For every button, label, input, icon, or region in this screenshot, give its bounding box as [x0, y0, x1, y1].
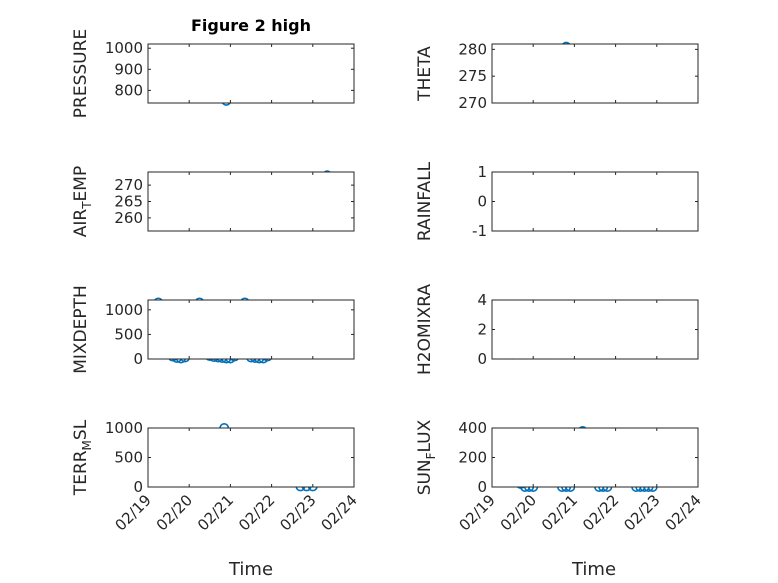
- y-tick-label: 400: [458, 419, 487, 437]
- y-axis-label: TERRMSL: [71, 419, 94, 496]
- y-tick-label: 0: [477, 193, 487, 211]
- axes-frame: [147, 171, 355, 232]
- y-tick-label: 1: [477, 163, 487, 181]
- y-axis-label: SUNFLUX: [415, 419, 438, 495]
- axes-frame: [491, 299, 699, 360]
- y-tick-label: 280: [458, 40, 487, 58]
- y-tick-label: 1000: [105, 39, 143, 57]
- axes-frame: [491, 427, 699, 488]
- x-axis-label-left: Time: [228, 559, 273, 580]
- subplot-1: 800 900 1000 PRESSURE: [71, 29, 355, 118]
- y-tick-label: 275: [458, 67, 487, 85]
- y-tick-label: 500: [114, 449, 143, 467]
- y-tick-label: -1: [472, 222, 487, 240]
- y-tick-label: 900: [114, 60, 143, 78]
- y-axis-label: RAINFALL: [415, 161, 435, 241]
- y-tick-label: 2: [477, 321, 487, 339]
- y-tick-label: 0: [477, 478, 487, 496]
- subplot-6: 0 2 4 H2OMIXRA: [415, 284, 699, 375]
- axes-frame: [491, 171, 699, 232]
- y-tick-label: 0: [477, 350, 487, 368]
- axes-frame: [491, 43, 699, 104]
- y-tick-label: 4: [477, 291, 487, 309]
- y-tick-label: 800: [114, 81, 143, 99]
- y-tick-label: 0: [133, 350, 143, 368]
- axes-frame: [147, 427, 355, 488]
- y-axis-label: THETA: [415, 46, 435, 102]
- figure-title: Figure 2 high: [191, 16, 311, 35]
- y-axis-label: MIXDEPTH: [71, 285, 91, 374]
- y-tick-label: 0: [133, 478, 143, 496]
- axes-frame: [147, 299, 355, 360]
- subplot-2: 270 275 280 THETA: [415, 40, 699, 112]
- y-tick-label: 265: [114, 193, 143, 211]
- y-axis-label: H2OMIXRA: [415, 284, 435, 375]
- axes-frame: [147, 43, 355, 104]
- subplot-5: 0 500 1000 MIXDEPTH: [71, 285, 355, 374]
- y-tick-label: 270: [458, 94, 487, 112]
- y-tick-label: 1000: [105, 419, 143, 437]
- y-tick-label: 1000: [105, 301, 143, 319]
- y-tick-label: 270: [114, 176, 143, 194]
- x-axis-label-right: Time: [571, 559, 616, 580]
- y-axis-label: AIRTEMP: [71, 166, 94, 237]
- y-tick-label: 260: [114, 209, 143, 227]
- y-tick-label: 500: [114, 325, 143, 343]
- y-tick-label: 200: [458, 449, 487, 467]
- subplot-4: -1 0 1 RAINFALL: [415, 161, 699, 241]
- y-axis-label: PRESSURE: [71, 29, 91, 118]
